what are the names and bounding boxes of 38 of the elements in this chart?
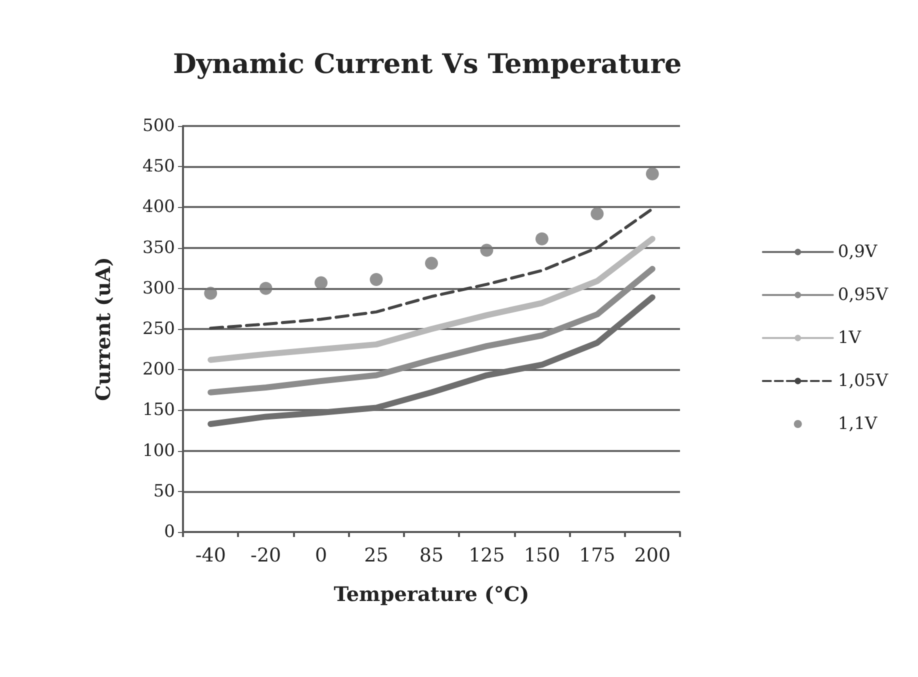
point xyxy=(204,286,218,300)
x-tick-label: -40 xyxy=(195,544,226,566)
y-tick-label: 50 xyxy=(153,481,175,502)
x-tick-label: 0 xyxy=(315,544,328,566)
x-axis-title: Temperature (°C) xyxy=(334,582,530,606)
legend-label: 0,95V xyxy=(838,285,889,305)
chart-title: Dynamic Current Vs Temperature xyxy=(173,49,682,80)
point xyxy=(480,244,494,257)
x-tick-label: 85 xyxy=(419,544,444,566)
y-tick-label: 200 xyxy=(142,360,175,380)
x-tick-label: 175 xyxy=(579,544,616,566)
y-tick-label: 0 xyxy=(164,522,175,542)
legend-label: 1,1V xyxy=(838,414,878,434)
y-tick-label: 150 xyxy=(142,400,175,420)
legend-label: 1V xyxy=(838,328,862,348)
point xyxy=(314,276,328,290)
point xyxy=(646,167,659,180)
point xyxy=(535,232,548,246)
point xyxy=(425,256,438,270)
y-axis-title: Current (uA) xyxy=(91,257,115,401)
y-tick-label: 250 xyxy=(142,319,175,339)
y-tick-label: 300 xyxy=(142,278,175,298)
y-tick-label: 450 xyxy=(142,156,175,177)
point xyxy=(590,207,604,220)
y-tick-label: 350 xyxy=(142,238,175,258)
x-tick-label: 25 xyxy=(364,544,388,566)
legend-label: 1,05V xyxy=(838,371,889,391)
y-tick-label: 100 xyxy=(142,440,175,461)
y-tick-label: 500 xyxy=(142,116,175,136)
line-series xyxy=(209,207,654,330)
legend-label: 0,9V xyxy=(838,242,878,262)
point xyxy=(370,272,383,286)
point xyxy=(259,282,272,295)
x-tick-label: -20 xyxy=(250,544,282,566)
x-tick-label: 200 xyxy=(634,544,671,566)
y-tick-label: 400 xyxy=(142,197,175,218)
x-tick-label: 125 xyxy=(468,544,505,566)
x-tick-label: 150 xyxy=(524,544,560,566)
